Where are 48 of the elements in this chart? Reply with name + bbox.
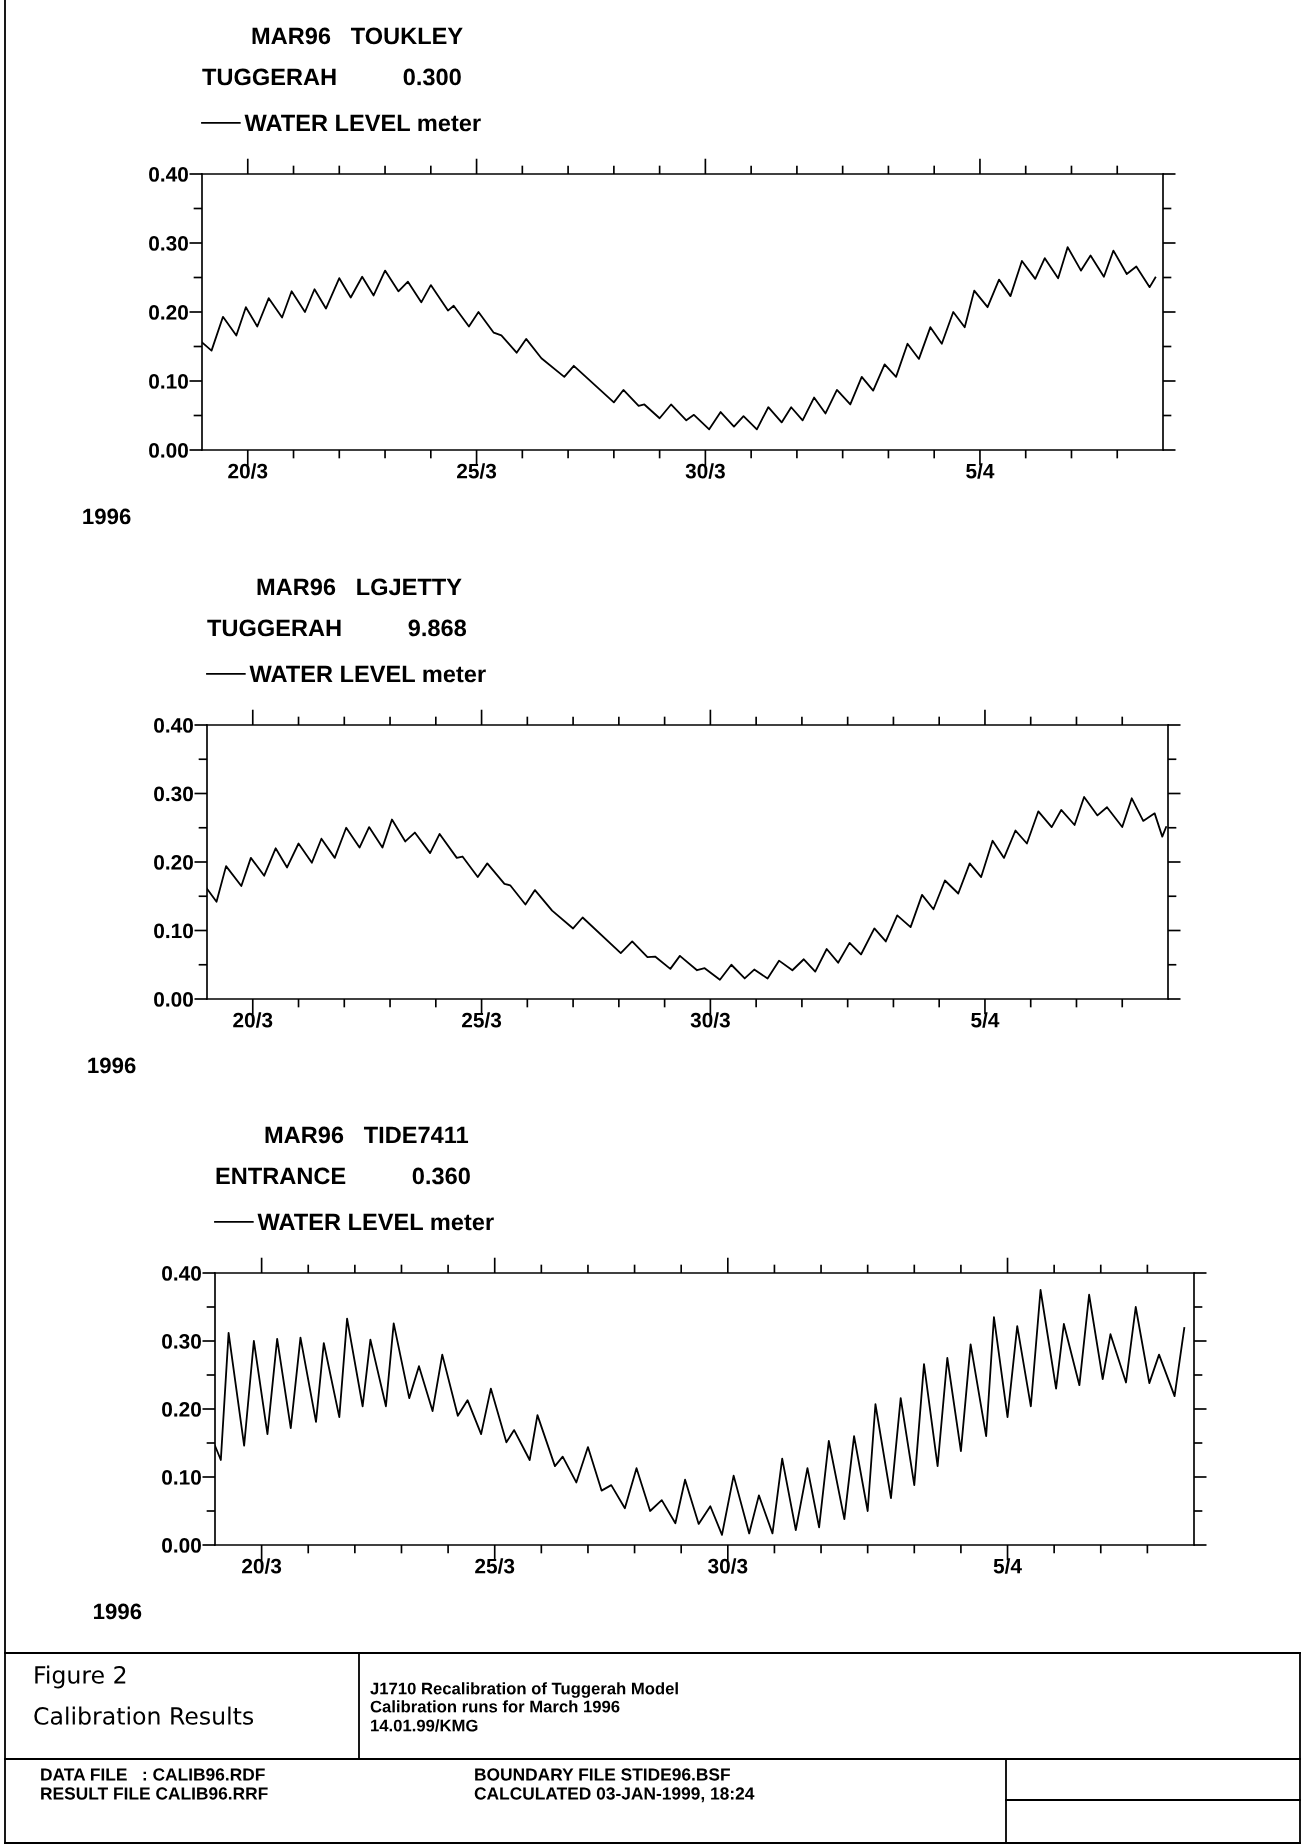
x-tick-label: 30/3 bbox=[685, 463, 725, 479]
y-tick-label: 0.30 bbox=[162, 1334, 201, 1349]
y-tick-label: 0.10 bbox=[162, 1470, 201, 1485]
y-tick-label: 0.30 bbox=[149, 236, 188, 251]
chart-title: MAR96 LGJETTY bbox=[257, 578, 462, 596]
y-tick-label: 0.20 bbox=[154, 855, 193, 870]
x-tick-label: 30/3 bbox=[690, 1012, 730, 1028]
x-tick-label: 5/4 bbox=[971, 1012, 1000, 1028]
x-tick-label: 20/3 bbox=[233, 1012, 273, 1028]
chart-subtitle: TUGGERAH 0.300 bbox=[202, 68, 461, 86]
y-tick-label: 0.30 bbox=[154, 786, 193, 802]
x-tick-label: 25/3 bbox=[457, 463, 497, 479]
caption: Figure 2 bbox=[35, 1665, 126, 1689]
x-tick-label: 20/3 bbox=[242, 1558, 282, 1574]
text: CALCULATED 03-JAN-1999, 18:24 bbox=[474, 1787, 755, 1803]
y-tick-label: 0.20 bbox=[162, 1402, 201, 1417]
y-tick-label: 0.40 bbox=[154, 718, 193, 733]
x-tick-label: 5/4 bbox=[966, 463, 995, 479]
y-tick-label: 0.20 bbox=[149, 305, 188, 320]
text: RESULT FILE CALIB96.RRF bbox=[41, 1787, 268, 1800]
chart-title: MAR96 TOUKLEY bbox=[252, 27, 463, 45]
y-tick-label: 0.10 bbox=[154, 923, 193, 939]
text: Calibration runs for March 1996 bbox=[370, 1700, 620, 1713]
text: J1710 Recalibration of Tuggerah Model bbox=[370, 1682, 678, 1698]
x-axis-title: 1996 bbox=[88, 1057, 136, 1074]
legend-label: WATER LEVEL meter bbox=[257, 1213, 494, 1231]
text: DATA FILE : CALIB96.RDF bbox=[41, 1768, 265, 1781]
y-tick-label: 0.00 bbox=[162, 1538, 201, 1553]
legend-label: WATER LEVEL meter bbox=[244, 114, 481, 132]
text: Calibration Results bbox=[34, 1706, 254, 1725]
x-tick-label: 25/3 bbox=[475, 1558, 515, 1574]
chart-subtitle: TUGGERAH 9.868 bbox=[207, 619, 467, 637]
y-tick-label: 0.40 bbox=[149, 167, 188, 182]
x-tick-label: 30/3 bbox=[708, 1558, 748, 1574]
y-tick-label: 0.00 bbox=[149, 443, 188, 458]
chart-title: MAR96 TIDE7411 bbox=[265, 1126, 469, 1144]
x-tick-label: 25/3 bbox=[462, 1012, 502, 1028]
chart-subtitle: ENTRANCE 0.360 bbox=[216, 1167, 470, 1185]
text: 14.01.99/KMG bbox=[371, 1719, 478, 1732]
y-tick-label: 0.00 bbox=[154, 992, 193, 1007]
text: BOUNDARY FILE STIDE96.BSF bbox=[475, 1768, 730, 1781]
y-tick-label: 0.40 bbox=[162, 1266, 201, 1281]
x-axis-title: 1996 bbox=[94, 1603, 142, 1620]
y-tick-label: 0.10 bbox=[149, 374, 188, 389]
legend-label: WATER LEVEL meter bbox=[249, 665, 486, 683]
x-tick-label: 20/3 bbox=[228, 463, 268, 479]
x-tick-label: 5/4 bbox=[993, 1558, 1022, 1574]
x-axis-title: 1996 bbox=[83, 508, 131, 525]
